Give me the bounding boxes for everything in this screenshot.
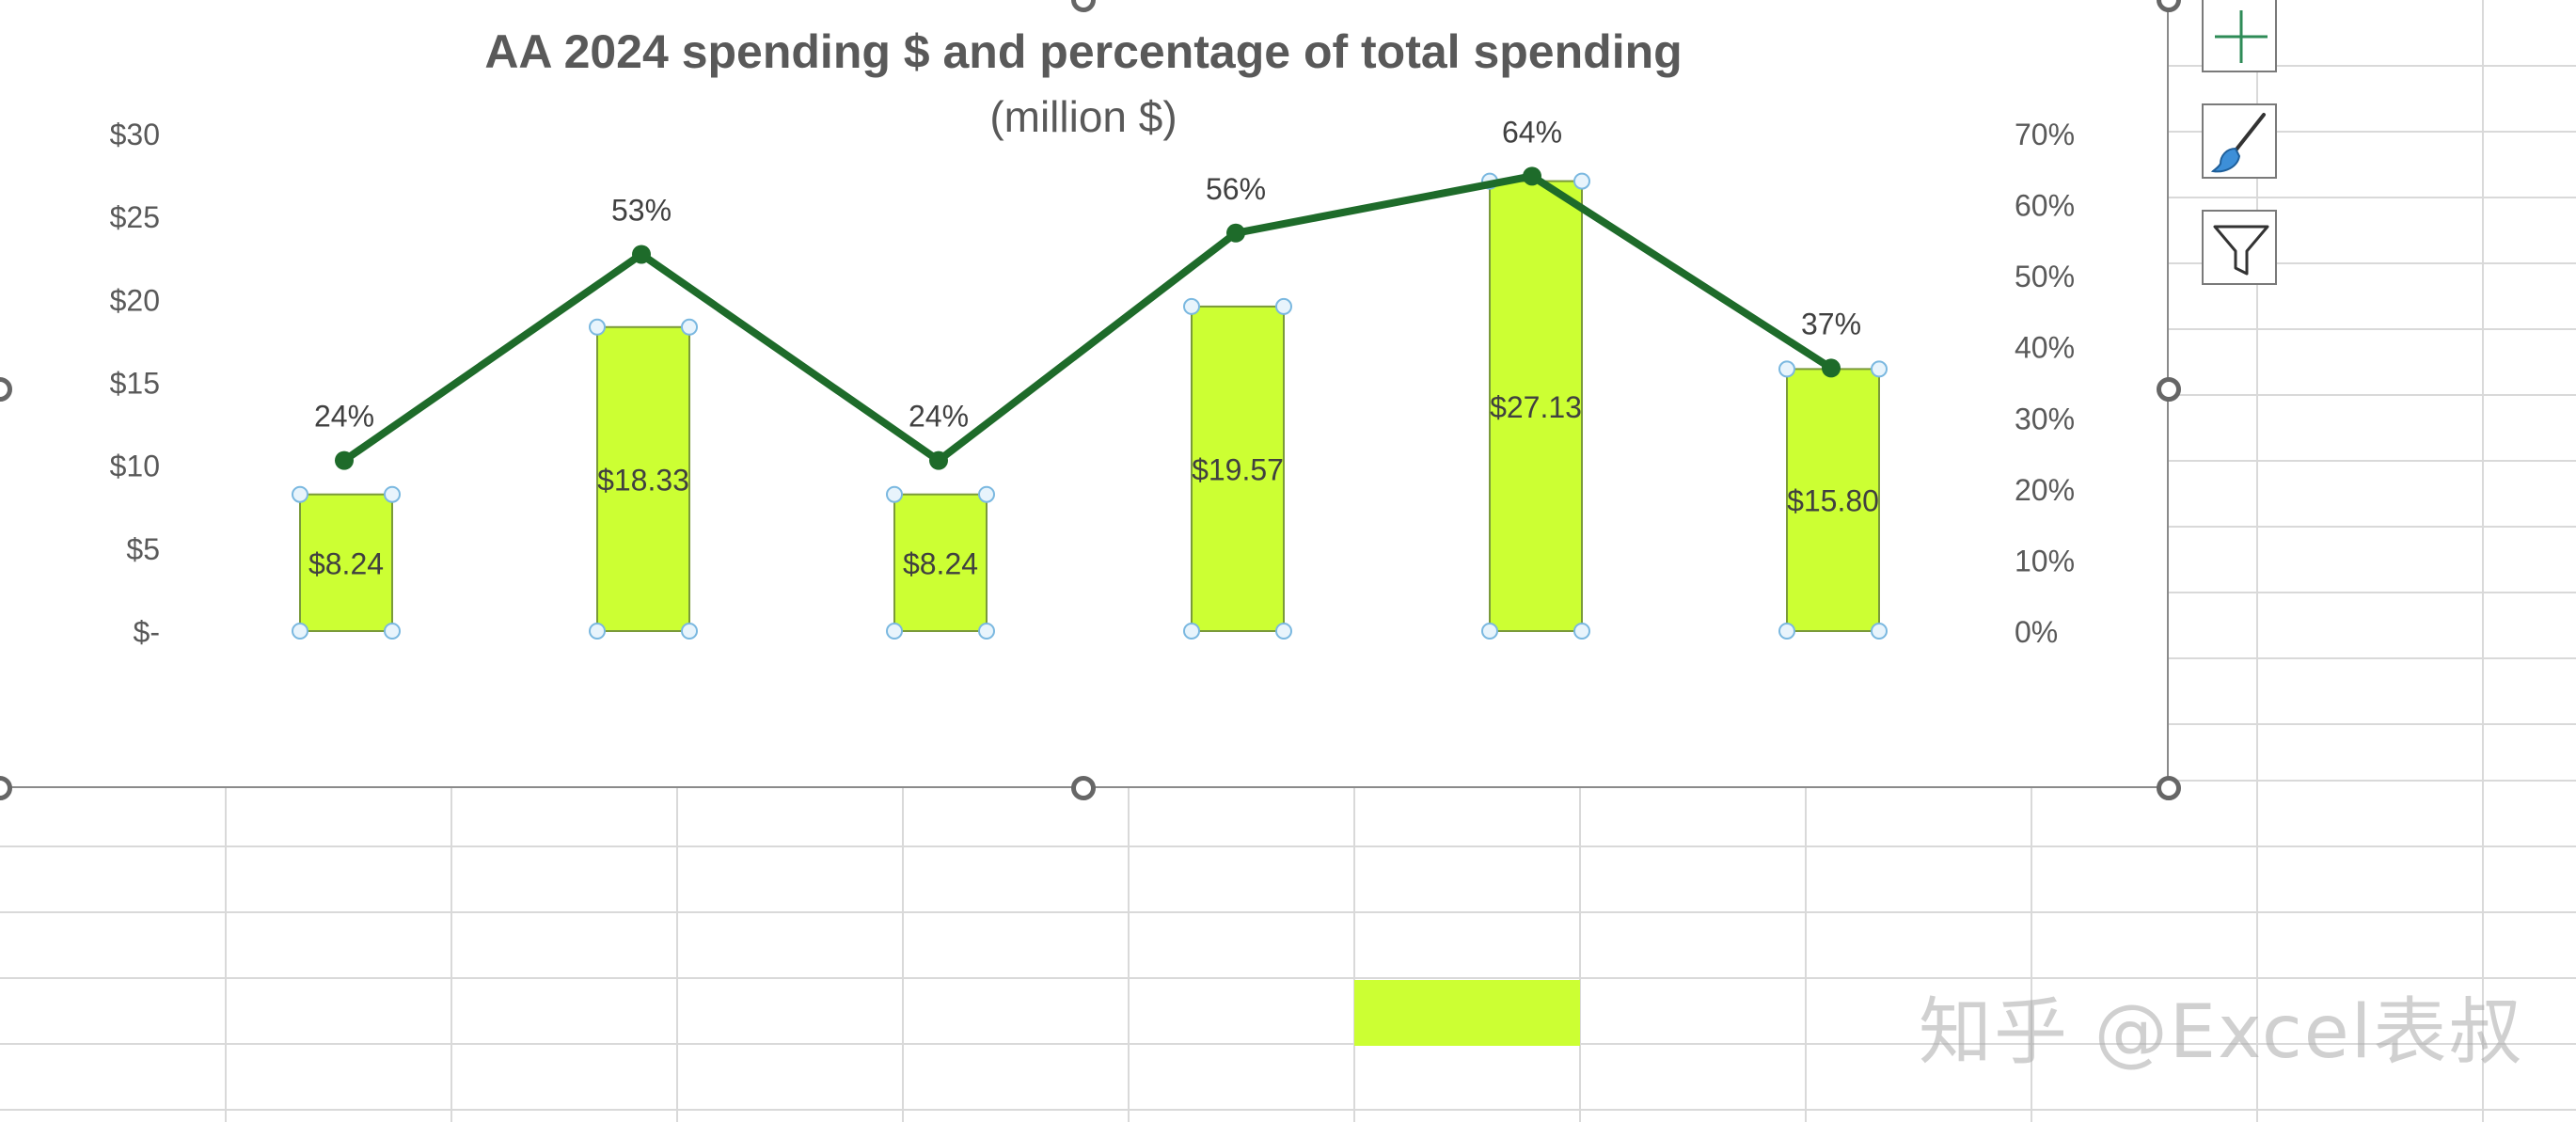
left-axis-tick-label: $25 (110, 200, 160, 234)
right-axis-tick-label: 40% (2015, 331, 2075, 365)
bar-data-label: $27.13 (1490, 390, 1582, 424)
resize-handle-bottom-right[interactable] (2157, 776, 2181, 800)
line-point (1523, 166, 1541, 186)
bar-data-label: $18.33 (597, 463, 689, 497)
bar (1786, 368, 1880, 632)
right-axis-tick-label: 0% (2015, 615, 2058, 649)
plus-icon (2215, 10, 2268, 63)
filter-icon (2213, 225, 2269, 276)
bar-data-label: $8.24 (903, 546, 978, 580)
chart-area[interactable]: AA 2024 spending $ and percentage of tot… (0, 0, 2169, 788)
line-data-label: 56% (1206, 172, 1266, 206)
selection-handle (1778, 360, 1795, 378)
right-axis-tick-label: 10% (2015, 544, 2075, 577)
selection-handle (978, 485, 995, 503)
highlighted-cell (1354, 980, 1580, 1046)
left-axis-tick-label: $10 (110, 450, 160, 483)
line-data-label: 64% (1502, 115, 1562, 149)
selection-handle (681, 318, 698, 336)
combo-chart: AA 2024 spending $ and percentage of tot… (110, 25, 2075, 649)
selection-handle (292, 485, 308, 503)
left-axis-tick-label: $15 (110, 367, 160, 401)
bar-data-label: $15.80 (1787, 484, 1879, 518)
selection-handle (1871, 623, 1888, 640)
selection-handle (978, 623, 995, 640)
left-axis-tick-label: $- (134, 615, 160, 649)
resize-handle-right-mid[interactable] (2157, 377, 2181, 402)
chart-filters-button[interactable] (2202, 210, 2277, 285)
selection-handle (292, 623, 308, 640)
right-axis-tick-label: 50% (2015, 260, 2075, 293)
selection-handle (1275, 623, 1292, 640)
chart-styles-button[interactable] (2202, 103, 2277, 179)
selection-handle (1871, 360, 1888, 378)
left-axis-tick-label: $30 (110, 118, 160, 151)
line-point (1822, 358, 1841, 378)
bar (1191, 305, 1285, 632)
chart-title: AA 2024 spending $ and percentage of tot… (484, 25, 1682, 78)
selection-handle (1573, 172, 1590, 190)
selection-handle (886, 623, 903, 640)
resize-handle-top-mid[interactable] (1071, 0, 1096, 12)
selection-handle (589, 623, 606, 640)
brush-icon (2210, 113, 2266, 173)
line-data-label: 24% (314, 400, 374, 434)
selection-handle (1275, 297, 1292, 315)
line-point (632, 245, 651, 264)
selection-handle (589, 318, 606, 336)
resize-handle-top-right[interactable] (2157, 0, 2181, 12)
selection-handle (384, 623, 401, 640)
selection-handle (1573, 623, 1590, 640)
bar (299, 493, 393, 633)
right-axis-tick-label: 60% (2015, 189, 2075, 223)
bar-data-label: $8.24 (308, 546, 384, 580)
selection-handle (1183, 297, 1200, 315)
selection-handle (886, 485, 903, 503)
bar-data-label: $19.57 (1192, 452, 1284, 486)
line-data-label: 53% (611, 193, 672, 227)
left-axis-tick-label: $20 (110, 283, 160, 317)
right-axis-tick-label: 30% (2015, 402, 2075, 435)
line-point (929, 450, 948, 470)
selection-handle (1481, 623, 1498, 640)
resize-handle-left-mid[interactable] (0, 377, 12, 402)
selection-handle (384, 485, 401, 503)
chart-elements-button[interactable] (2202, 0, 2277, 72)
line-series (341, 172, 1834, 465)
resize-handle-bottom-left[interactable] (0, 776, 12, 800)
line-point (1226, 223, 1245, 243)
line-point (335, 450, 354, 470)
watermark-text: 知乎 @Excel表叔 (1919, 990, 2524, 1075)
left-axis-tick-label: $5 (126, 532, 160, 566)
bar (596, 325, 690, 632)
selection-handle (681, 623, 698, 640)
bar (893, 493, 988, 633)
bar (1489, 180, 1583, 632)
resize-handle-bottom-mid[interactable] (1071, 776, 1096, 800)
chart-subtitle: (million $) (989, 92, 1177, 141)
right-axis-tick-label: 70% (2015, 118, 2075, 151)
right-axis-tick-label: 20% (2015, 473, 2075, 507)
selection-handle (1778, 623, 1795, 640)
selection-handle (1183, 623, 1200, 640)
line-data-label: 37% (1801, 307, 1861, 340)
line-data-label: 24% (909, 400, 969, 434)
